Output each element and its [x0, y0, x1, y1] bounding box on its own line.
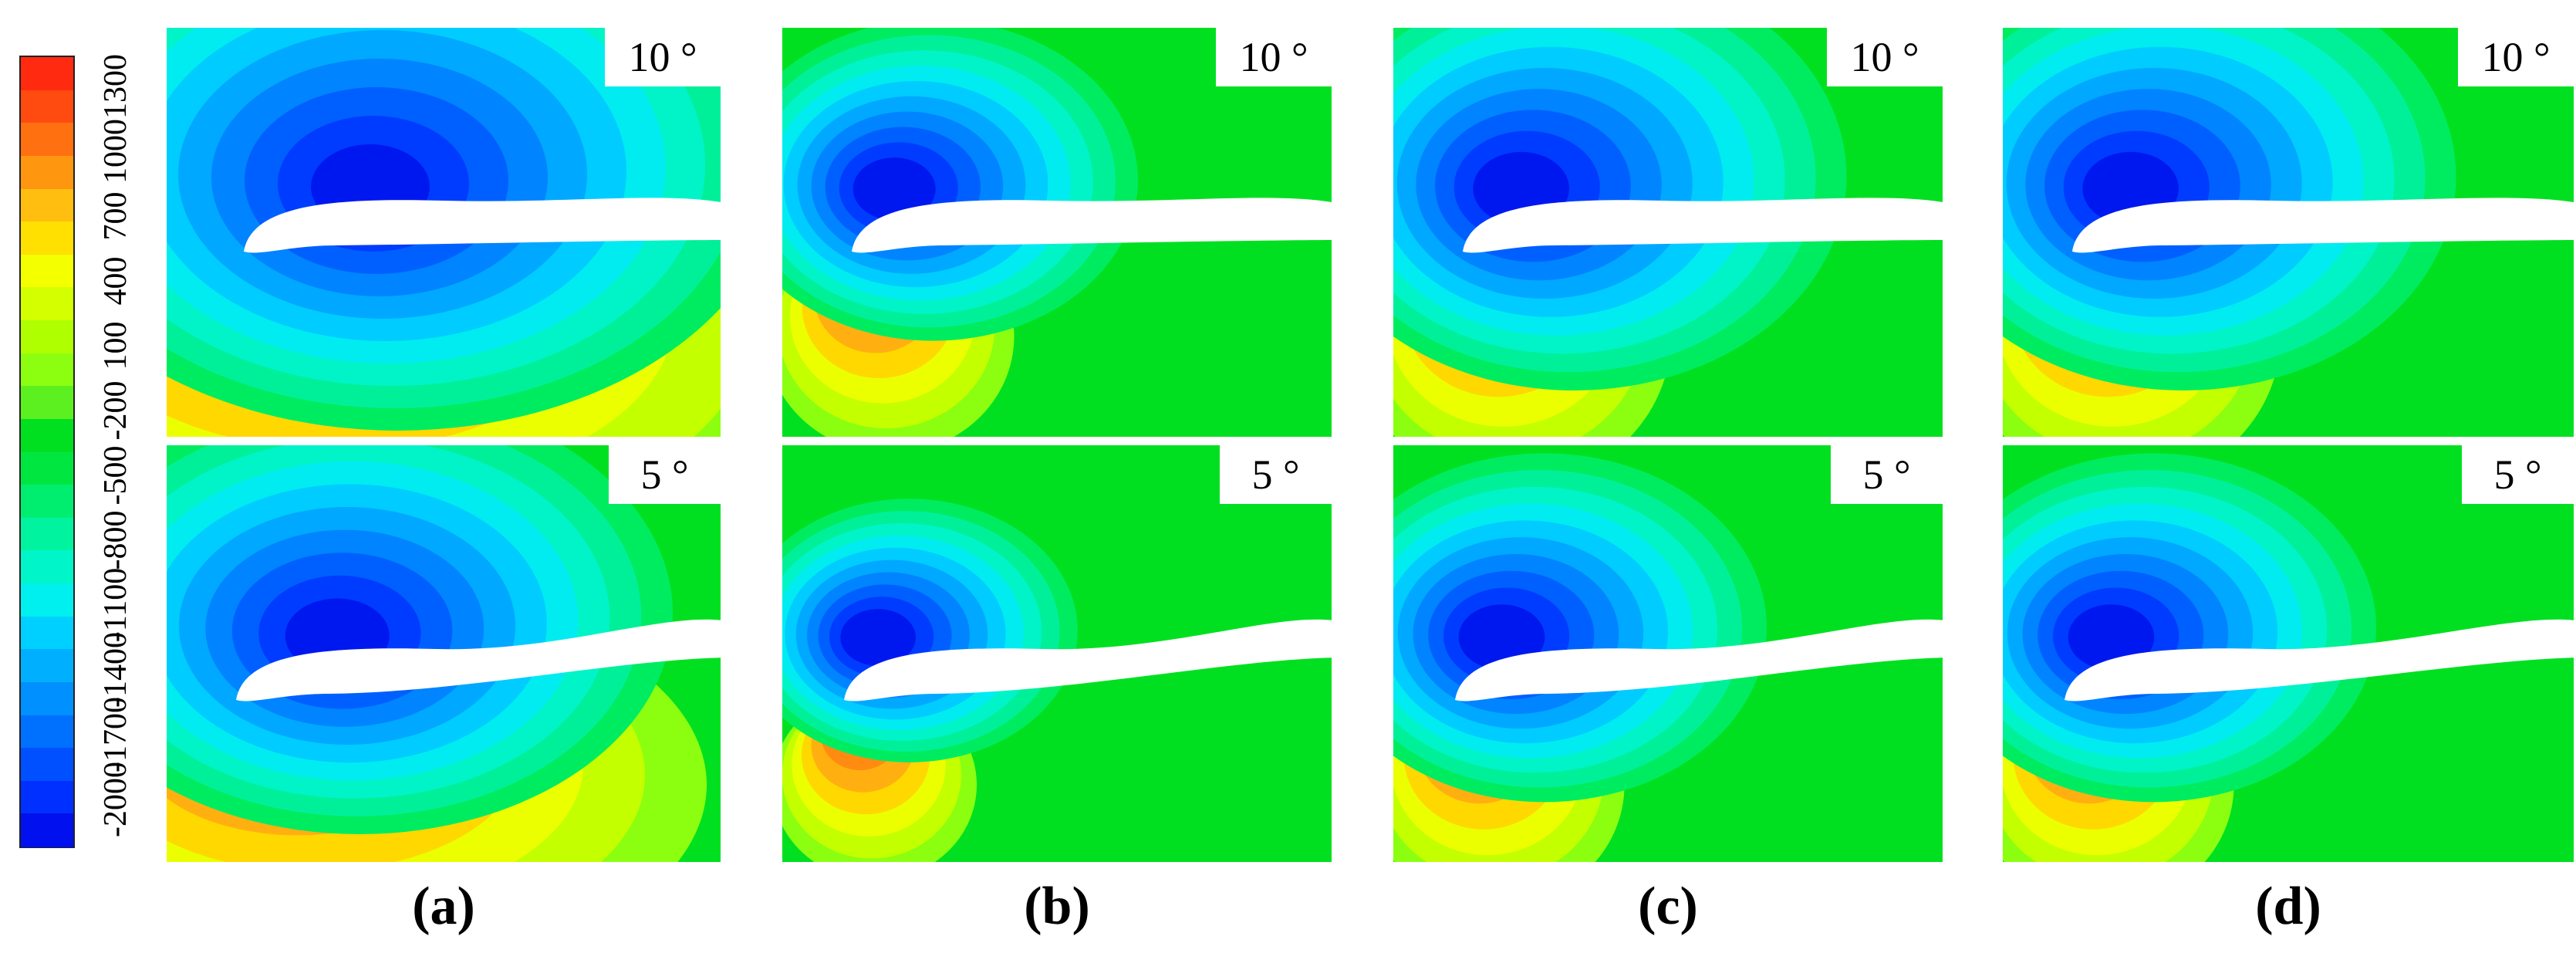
contour-plot-a-top: 10 ° — [167, 28, 721, 437]
colorbar-swatch — [21, 485, 73, 519]
contour-field — [2003, 28, 2574, 437]
colorbar-tick-label: -2000 — [98, 762, 133, 837]
contour-field — [167, 445, 721, 862]
angle-label-bottom: 5 ° — [1831, 445, 1943, 504]
colorbar-tick-label: -500 — [98, 445, 133, 505]
colorbar-swatch — [21, 583, 73, 617]
contour-plot-b-bottom: 5 ° — [782, 445, 1332, 862]
angle-label-top: 10 ° — [605, 28, 721, 86]
panel-caption-a: (a) — [412, 877, 475, 936]
colorbar — [19, 56, 75, 848]
contour-plot-a-bottom: 5 ° — [167, 445, 721, 862]
contour-field — [1393, 445, 1943, 862]
angle-label-bottom: 5 ° — [2462, 445, 2574, 504]
contour-field — [782, 445, 1332, 862]
contour-field — [1393, 28, 1943, 437]
colorbar-swatch — [21, 254, 73, 289]
colorbar-swatch — [21, 353, 73, 387]
airfoil-shape — [844, 619, 1332, 701]
colorbar-swatch — [21, 550, 73, 584]
colorbar-swatch — [21, 451, 73, 486]
colorbar-swatch — [21, 123, 73, 157]
colorbar-swatch — [21, 188, 73, 223]
colorbar-swatch — [21, 386, 73, 420]
colorbar-swatch — [21, 780, 73, 815]
airfoil-shape — [1463, 198, 1943, 253]
angle-label-top: 10 ° — [1827, 28, 1943, 86]
airfoil-shape — [236, 619, 721, 701]
colorbar-swatch — [21, 221, 73, 255]
colorbar-tick-label: -200 — [98, 380, 133, 441]
contour-plot-c-top: 10 ° — [1393, 28, 1943, 437]
airfoil-shape — [244, 198, 721, 253]
colorbar-tick-label: -800 — [98, 510, 133, 570]
colorbar-tick-label: 400 — [98, 256, 133, 306]
contour-field — [167, 28, 721, 437]
airfoil-shape — [2072, 198, 2574, 253]
contour-field — [2003, 445, 2574, 862]
colorbar-swatch — [21, 287, 73, 321]
contour-plot-c-bottom: 5 ° — [1393, 445, 1943, 862]
colorbar-swatch — [21, 418, 73, 453]
colorbar-tick-label: 1300 — [98, 54, 133, 119]
colorbar-swatch — [21, 155, 73, 190]
colorbar-swatch — [21, 616, 73, 651]
airfoil-shape — [2065, 619, 2574, 701]
angle-label-top: 10 ° — [2458, 28, 2574, 86]
airfoil-shape — [852, 198, 1332, 253]
colorbar-tick-label: 100 — [98, 321, 133, 370]
colorbar-swatch — [21, 649, 73, 683]
colorbar-swatch — [21, 681, 73, 716]
colorbar-tick-label: 1000 — [98, 119, 133, 184]
angle-label-bottom: 5 ° — [1220, 445, 1332, 504]
contour-plot-d-bottom: 5 ° — [2003, 445, 2574, 862]
angle-label-top: 10 ° — [1216, 28, 1332, 86]
panel-caption-c: (c) — [1638, 877, 1698, 936]
contour-plot-b-top: 10 ° — [782, 28, 1332, 437]
colorbar-swatch — [21, 320, 73, 354]
airfoil-shape — [1455, 619, 1943, 701]
colorbar-swatch — [21, 57, 73, 91]
colorbar-tick-label: -1100 — [98, 567, 133, 643]
colorbar-swatch — [21, 715, 73, 749]
colorbar-swatch — [21, 517, 73, 552]
panel-caption-d: (d) — [2255, 877, 2321, 936]
colorbar-tick-label: 700 — [98, 191, 133, 241]
colorbar-swatch — [21, 813, 73, 847]
panel-caption-b: (b) — [1024, 877, 1090, 936]
colorbar-swatch — [21, 90, 73, 124]
contour-plot-d-top: 10 ° — [2003, 28, 2574, 437]
contour-field — [782, 28, 1332, 437]
angle-label-bottom: 5 ° — [609, 445, 721, 504]
colorbar-swatch — [21, 748, 73, 782]
